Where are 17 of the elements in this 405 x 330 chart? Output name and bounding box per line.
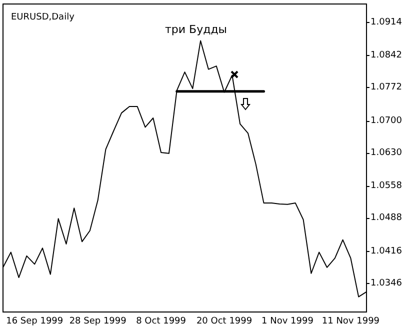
x-tick-label: 1 Nov 1999 [262, 316, 314, 326]
y-tick-label: 1.0558 [370, 181, 402, 192]
y-tick-label: 1.0416 [370, 246, 402, 256]
text: EURUSD,Daily [11, 12, 76, 22]
y-tick-label: 1.0346 [370, 278, 402, 288]
y-tick-label: 1.0488 [370, 213, 402, 224]
annotation: три Будды [165, 23, 227, 36]
y-tick-label: 1.0914 [370, 17, 402, 28]
x-tick-label: 28 Sep 1999 [69, 316, 127, 326]
x-tick-label: 16 Sep 1999 [6, 316, 64, 326]
y-tick-label: 1.0700 [370, 116, 402, 126]
y-tick-label: 1.0842 [370, 50, 402, 60]
x-tick-label: 11 Nov 1999 [322, 316, 380, 326]
y-tick-label: 1.0772 [370, 82, 402, 93]
x-tick-label: 8 Oct 1999 [136, 316, 186, 326]
y-tick-label: 1.0630 [370, 148, 402, 158]
x-tick-label: 20 Oct 1999 [196, 316, 252, 326]
